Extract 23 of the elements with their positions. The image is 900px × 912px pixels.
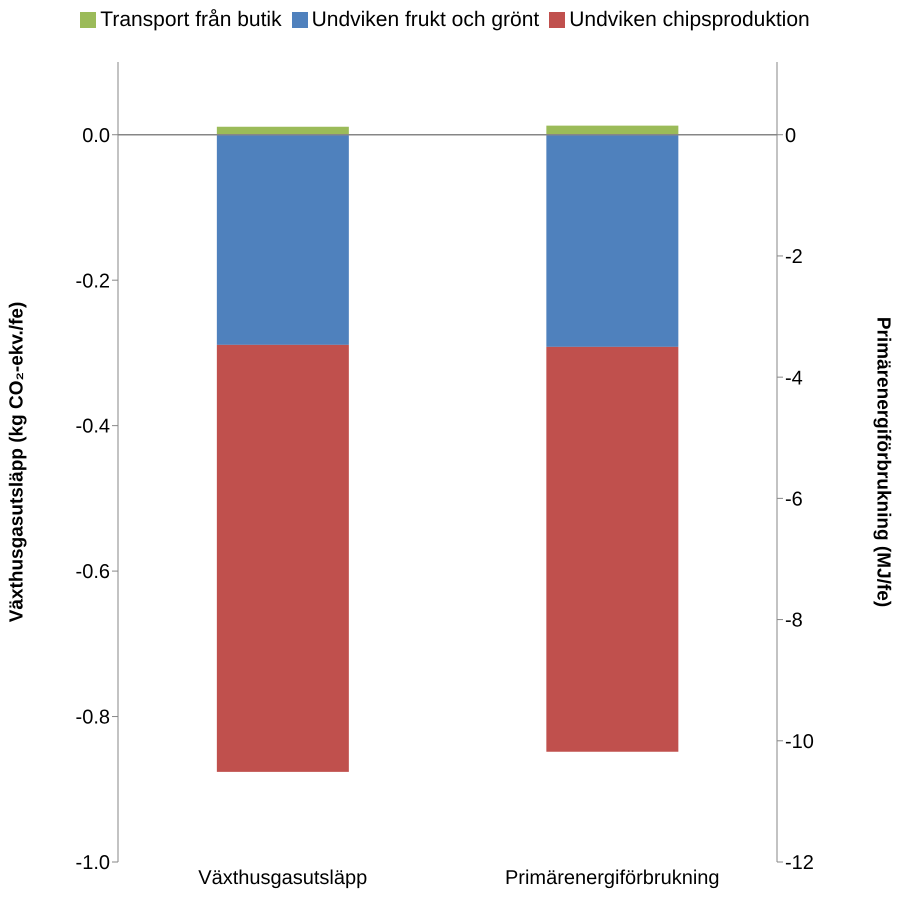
- bar: [216, 344, 349, 772]
- y-tick-label: -1.0: [76, 852, 110, 874]
- y2-tick-label: -6: [785, 488, 803, 510]
- y-tick-label: -0.6: [76, 561, 110, 584]
- x-tick-label: Växthusgasutsläpp: [198, 867, 368, 890]
- y-axis-title: Växthusgasutsläpp (kg CO₂-ekv./fe): [6, 302, 28, 622]
- x-tick-label: Primärenergiförbrukning: [504, 867, 720, 890]
- y-tick-label: -0.4: [76, 416, 110, 438]
- bar: [216, 134, 349, 345]
- y2-tick-label: -12: [785, 852, 814, 874]
- y-tick-label: -0.8: [76, 706, 110, 729]
- legend-label: Undviken chipsproduktion: [569, 8, 810, 31]
- y-tick-label: -0.2: [76, 270, 110, 292]
- y2-tick-label: 0: [785, 124, 796, 147]
- bar: [216, 126, 349, 135]
- y2-tick-label: -10: [785, 730, 814, 753]
- y2-axis-title: Primärenergiförbrukning (MJ/fe): [872, 316, 894, 608]
- legend-label: Transport från butik: [100, 8, 282, 31]
- y2-tick-label: -8: [785, 610, 803, 632]
- y2-tick-label: -4: [785, 367, 803, 390]
- legend-label: Undviken frukt och grönt: [312, 8, 540, 31]
- y-tick-label: 0.0: [82, 124, 110, 147]
- y2-tick-label: -2: [785, 246, 803, 268]
